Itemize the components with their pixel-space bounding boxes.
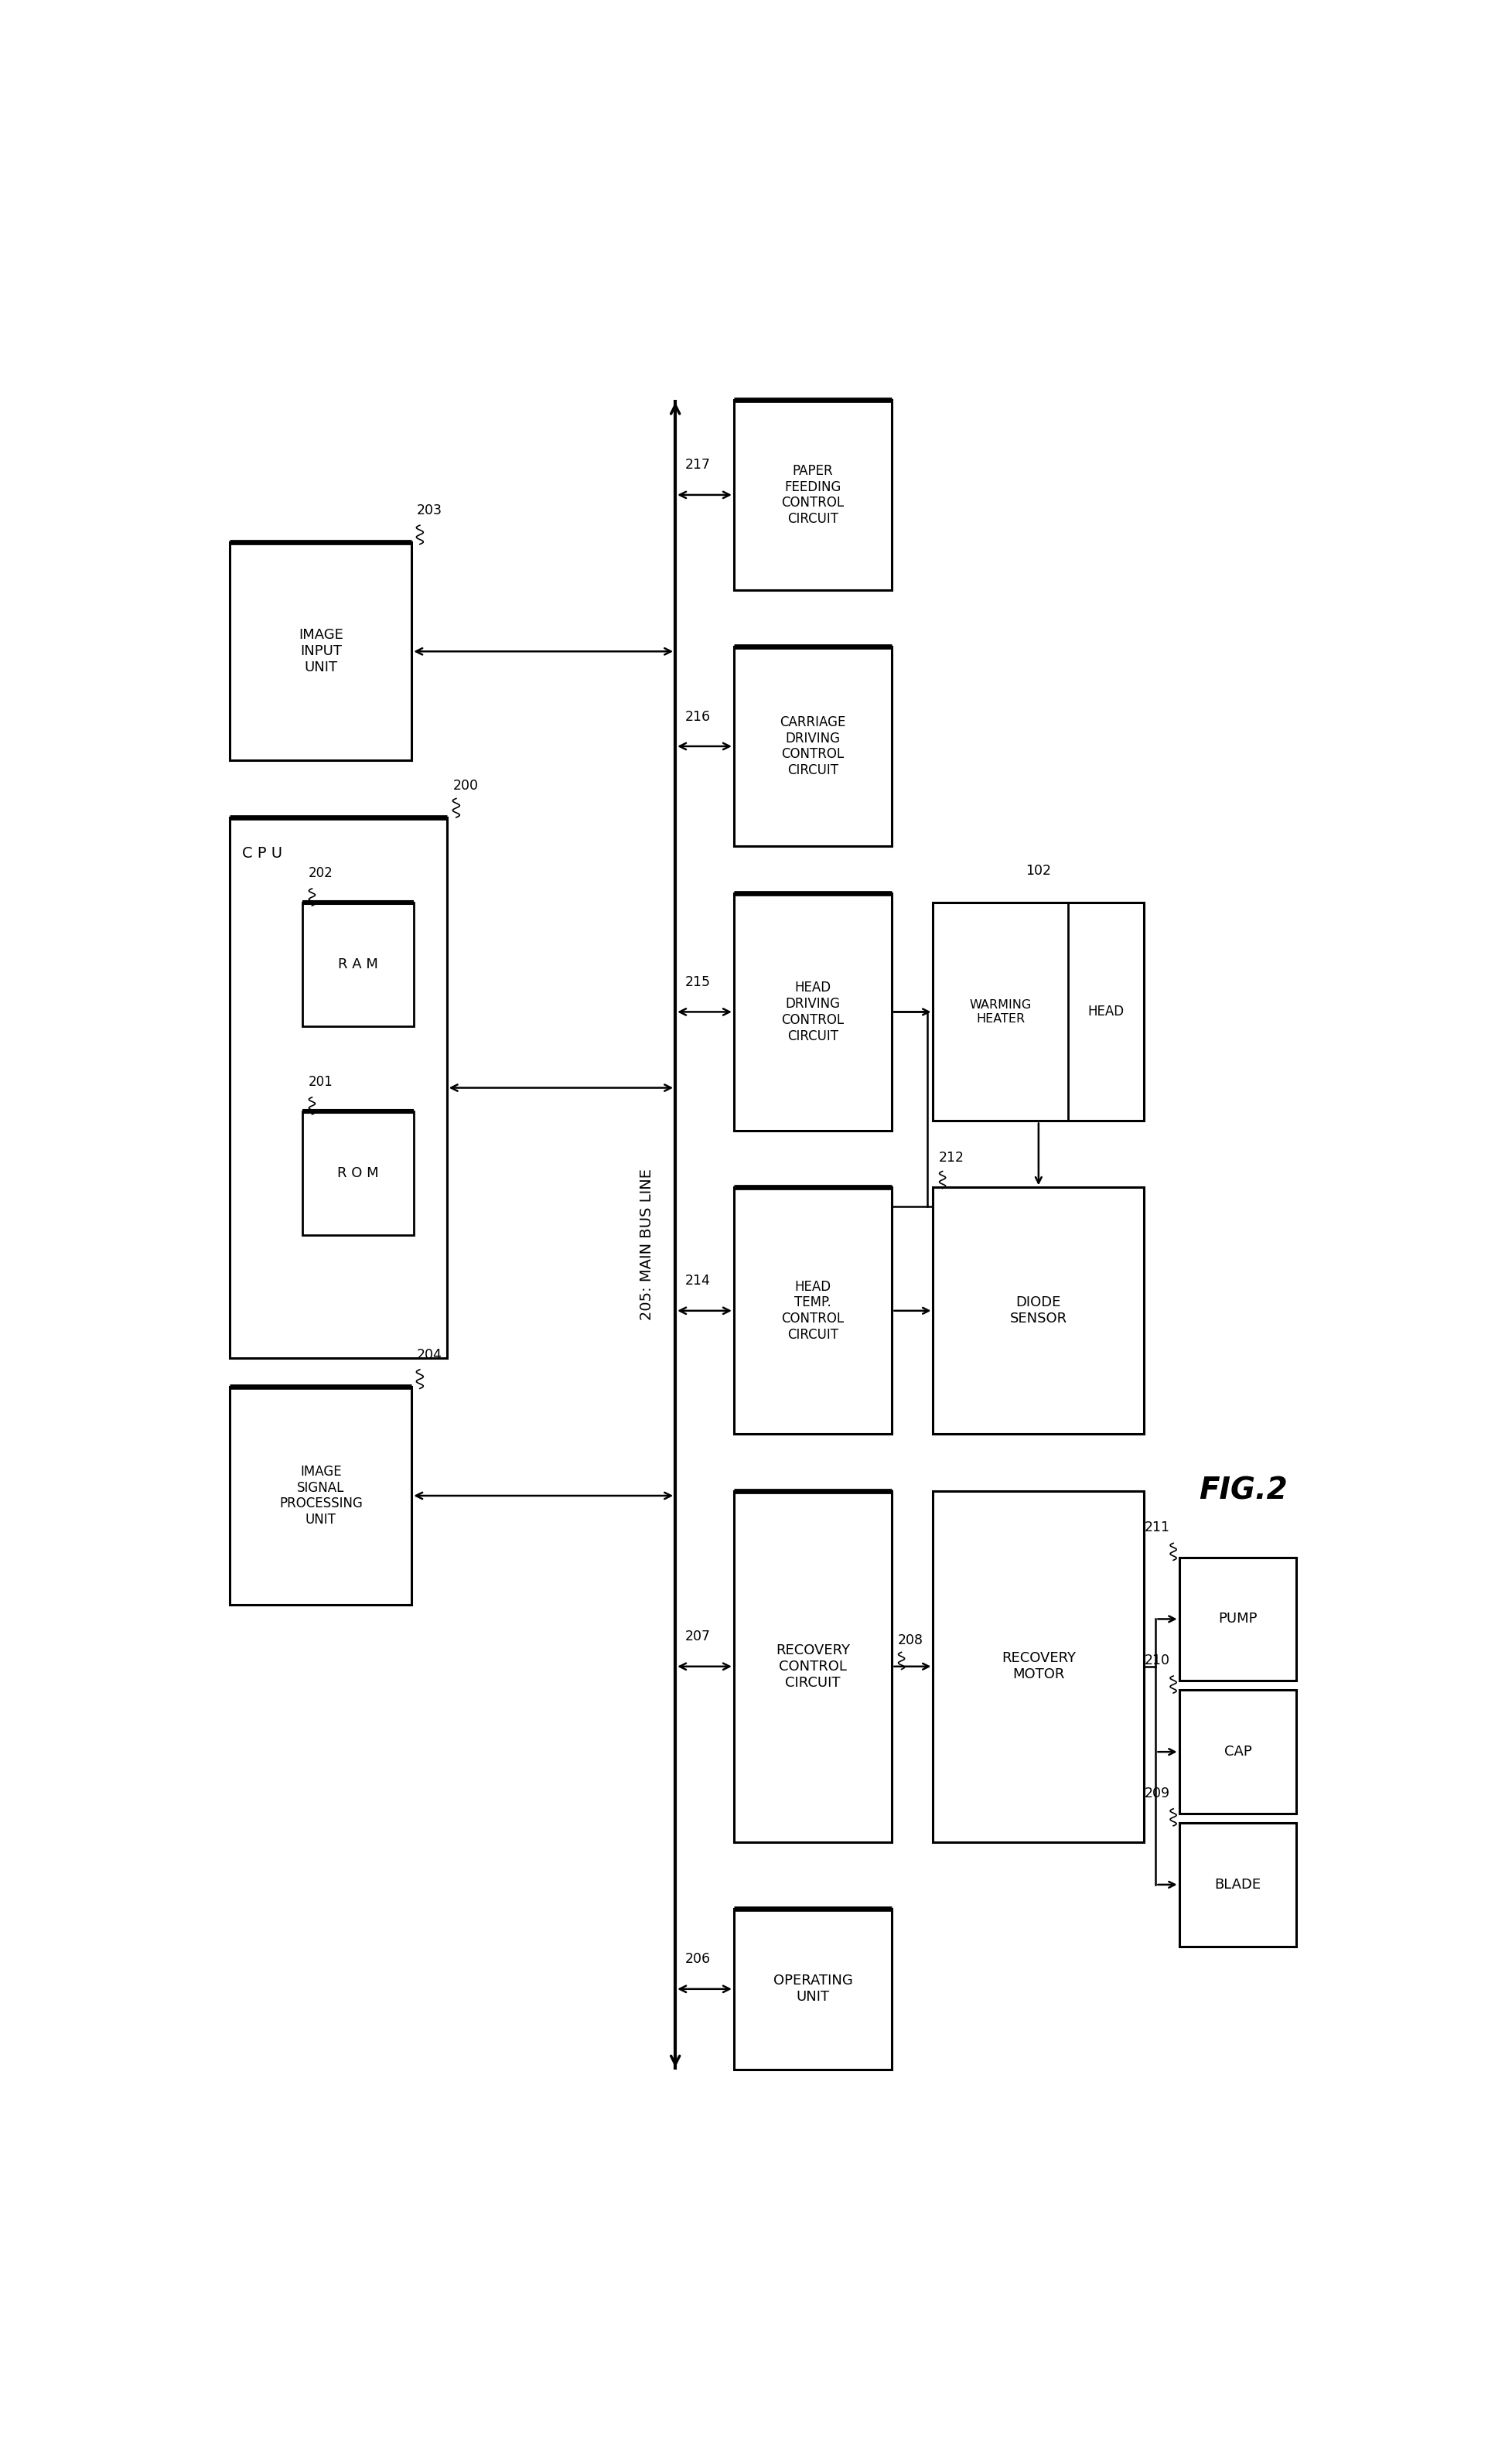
Text: 203: 203: [416, 503, 442, 517]
Text: 201: 201: [308, 1074, 333, 1089]
Bar: [733, 646, 892, 845]
Text: 212: 212: [939, 1151, 965, 1165]
Bar: [733, 894, 892, 1131]
Text: 208: 208: [898, 1634, 924, 1648]
Text: DIODE
SENSOR: DIODE SENSOR: [1010, 1296, 1067, 1326]
Text: 216: 216: [685, 710, 711, 724]
Text: 205: MAIN BUS LINE: 205: MAIN BUS LINE: [640, 1168, 655, 1321]
Text: C P U: C P U: [242, 845, 283, 860]
Bar: [1179, 1823, 1296, 1947]
Bar: [230, 542, 411, 761]
Text: BLADE: BLADE: [1214, 1878, 1261, 1892]
Text: IMAGE
INPUT
UNIT: IMAGE INPUT UNIT: [298, 628, 343, 675]
Text: CARRIAGE
DRIVING
CONTROL
CIRCUIT: CARRIAGE DRIVING CONTROL CIRCUIT: [780, 715, 847, 776]
Bar: [1179, 1690, 1296, 1814]
Text: 200: 200: [452, 779, 478, 793]
Bar: [230, 1387, 411, 1604]
Bar: [733, 1491, 892, 1843]
Text: IMAGE
SIGNAL
PROCESSING
UNIT: IMAGE SIGNAL PROCESSING UNIT: [280, 1464, 363, 1528]
Text: 102: 102: [1025, 865, 1051, 877]
Bar: [933, 1491, 1145, 1843]
Text: 204: 204: [416, 1348, 442, 1363]
Bar: [302, 902, 414, 1025]
Text: PAPER
FEEDING
CONTROL
CIRCUIT: PAPER FEEDING CONTROL CIRCUIT: [782, 463, 844, 525]
Text: CAP: CAP: [1223, 1745, 1252, 1759]
Bar: [733, 1907, 892, 2070]
Bar: [302, 1111, 414, 1234]
Text: HEAD
DRIVING
CONTROL
CIRCUIT: HEAD DRIVING CONTROL CIRCUIT: [782, 981, 844, 1042]
Text: OPERATING
UNIT: OPERATING UNIT: [773, 1974, 853, 2003]
Text: 217: 217: [685, 458, 711, 473]
Text: 215: 215: [685, 976, 711, 988]
Bar: [933, 1188, 1145, 1434]
Text: 210: 210: [1145, 1653, 1170, 1668]
Bar: [230, 818, 448, 1358]
Text: 214: 214: [685, 1274, 711, 1289]
Text: WARMING
HEATER: WARMING HEATER: [969, 1000, 1031, 1025]
Text: FIG.2: FIG.2: [1199, 1476, 1288, 1506]
Text: 206: 206: [685, 1951, 711, 1966]
Bar: [733, 1188, 892, 1434]
Text: 202: 202: [308, 867, 333, 880]
Text: R O M: R O M: [337, 1165, 380, 1180]
Text: RECOVERY
MOTOR: RECOVERY MOTOR: [1001, 1651, 1075, 1680]
Text: RECOVERY
CONTROL
CIRCUIT: RECOVERY CONTROL CIRCUIT: [776, 1643, 850, 1690]
Text: HEAD
TEMP.
CONTROL
CIRCUIT: HEAD TEMP. CONTROL CIRCUIT: [782, 1279, 844, 1343]
Bar: [933, 902, 1145, 1121]
Text: R A M: R A M: [339, 958, 378, 971]
Bar: [733, 399, 892, 589]
Text: PUMP: PUMP: [1219, 1611, 1258, 1626]
Text: 209: 209: [1145, 1786, 1170, 1801]
Text: HEAD: HEAD: [1087, 1005, 1123, 1018]
Text: 211: 211: [1145, 1520, 1170, 1535]
Text: 207: 207: [685, 1629, 711, 1643]
Bar: [1179, 1557, 1296, 1680]
